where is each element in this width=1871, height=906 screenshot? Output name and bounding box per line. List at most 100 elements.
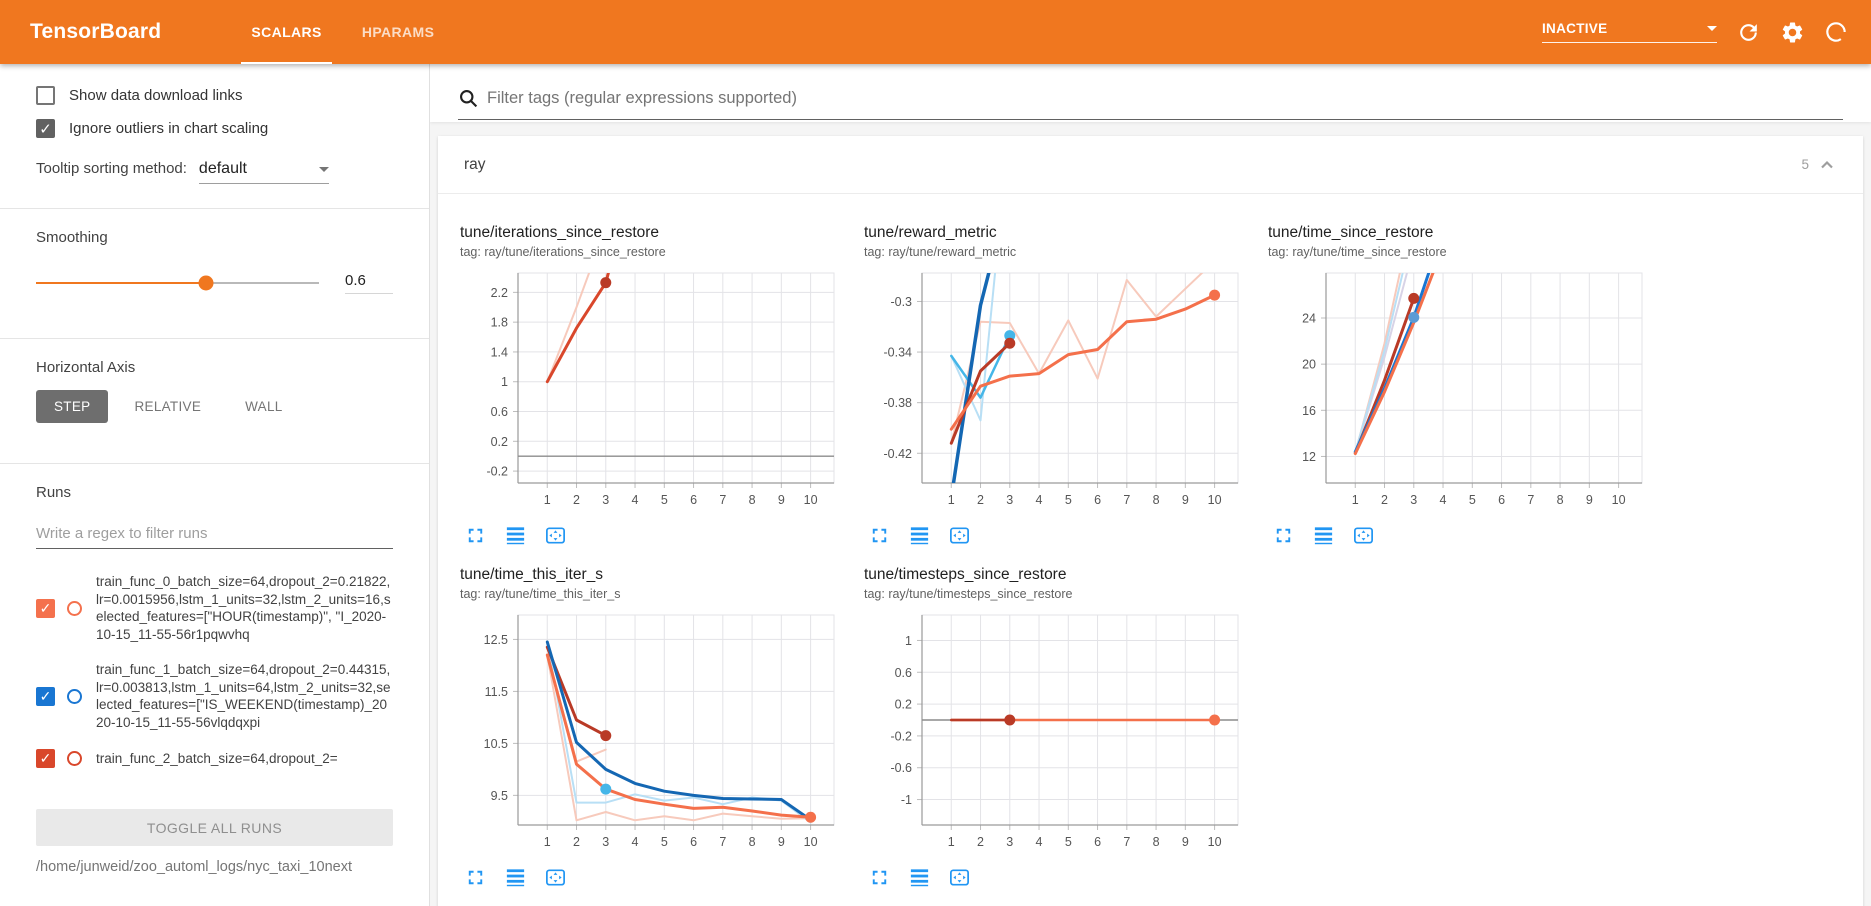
runs-list: ✓ train_func_0_batch_size=64,dropout_2=0.… [36,555,393,807]
svg-text:1: 1 [905,634,912,648]
svg-text:8: 8 [749,835,756,849]
chart-plot[interactable]: 1 2 3 4 5 6 7 8 9 10 -0.2 0.2 0.6 1 1.4 1.8 2.2 [460,267,842,515]
svg-text:-0.3: -0.3 [890,295,912,309]
expand-icon[interactable] [464,524,488,548]
svg-text:3: 3 [602,493,609,507]
tab-hparams[interactable]: HPARAMS [361,24,435,40]
chart-tag: tag: ray/tune/time_this_iter_s [460,587,621,601]
header-controls: INACTIVE [1542,19,1871,45]
log-directory-path: /home/junweid/zoo_automl_logs/nyc_taxi_1… [36,859,352,875]
run-solo-radio[interactable] [67,600,82,616]
run-checkbox[interactable]: ✓ [36,686,55,706]
svg-text:11.5: 11.5 [485,685,508,699]
chart-plot[interactable]: 1 2 3 4 5 6 7 8 9 10 9.5 10.5 11.5 12.5 [460,609,842,857]
svg-text:5: 5 [661,835,668,849]
run-list-item[interactable]: ✓ train_func_1_batch_size=64,dropout_2=0.… [36,661,393,731]
search-icon [458,88,479,109]
axis-relative-button[interactable]: RELATIVE [116,390,219,423]
svg-text:9: 9 [1586,493,1593,507]
run-name: train_func_0_batch_size=64,dropout_2=0.2… [96,574,391,642]
expand-icon[interactable] [464,866,488,890]
chart-card: tune/reward_metric tag: ray/tune/reward_m… [856,212,1260,554]
fit-domain-icon[interactable] [948,866,972,890]
log-scale-icon[interactable] [1312,524,1336,548]
svg-text:4: 4 [1440,493,1447,507]
tag-group-header[interactable]: ray 5 [438,136,1863,194]
run-list-item[interactable]: ✓ train_func_0_batch_size=64,dropout_2=0.… [36,573,393,643]
checkbox-label: Show data download links [69,87,243,104]
tab-scalars[interactable]: SCALARS [231,0,341,64]
toggle-all-runs-button[interactable]: TOGGLE ALL RUNS [36,809,393,846]
run-checkbox[interactable]: ✓ [36,598,55,618]
svg-text:10: 10 [804,835,818,849]
axis-step-button[interactable]: STEP [36,390,109,423]
svg-text:1.4: 1.4 [491,345,508,359]
slider-fill [36,282,206,284]
svg-text:9: 9 [1182,835,1189,849]
divider [0,463,429,464]
checkbox-icon[interactable]: ✓ [36,119,55,138]
log-scale-icon[interactable] [504,866,528,890]
show-download-links-checkbox[interactable]: Show data download links [36,86,393,105]
runs-filter-input[interactable] [36,519,393,549]
tag-group-card: ray 5 tune/iterations_since_restore tag: … [438,136,1863,906]
ignore-outliers-checkbox[interactable]: ✓ Ignore outliers in chart scaling [36,119,393,138]
tag-filter-bar [430,64,1871,122]
status-dropdown[interactable]: INACTIVE [1542,21,1717,43]
chart-plot[interactable]: 1 2 3 4 5 6 7 8 9 10 -1 -0.6 -0.2 0.2 0.6 1 [864,609,1246,857]
svg-text:24: 24 [1302,312,1316,326]
svg-text:2: 2 [977,493,984,507]
chevron-down-icon [318,166,329,172]
settings-gear-icon[interactable] [1779,19,1805,45]
axis-wall-button[interactable]: WALL [227,390,300,423]
app-title: TensorBoard [30,20,162,43]
fit-domain-icon[interactable] [948,524,972,548]
svg-text:10: 10 [804,493,818,507]
refresh-icon[interactable] [1735,19,1761,45]
fit-domain-icon[interactable] [544,524,568,548]
chart-toolbar [460,866,852,890]
tooltip-sorting-dropdown[interactable]: default [198,160,329,184]
fit-domain-icon[interactable] [544,866,568,890]
fit-domain-icon[interactable] [1352,524,1376,548]
run-list-item[interactable]: ✓ train_func_2_batch_size=64,dropout_2= [36,749,393,769]
log-scale-icon[interactable] [908,524,932,548]
svg-text:-1: -1 [901,793,912,807]
tag-group-count: 5 [1801,157,1809,172]
run-solo-radio[interactable] [67,688,82,704]
svg-text:2: 2 [573,493,580,507]
svg-text:-0.38: -0.38 [884,396,913,410]
log-scale-icon[interactable] [504,524,528,548]
chart-title: tune/time_since_restore [1268,224,1434,241]
log-scale-icon[interactable] [908,866,932,890]
svg-text:8: 8 [1153,493,1160,507]
smoothing-slider[interactable] [36,275,319,291]
svg-text:5: 5 [661,493,668,507]
smoothing-value: 0.6 [345,272,393,294]
runs-label: Runs [36,484,72,501]
svg-text:5: 5 [1065,493,1072,507]
main-area: ray 5 tune/iterations_since_restore tag: … [430,64,1871,906]
svg-text:7: 7 [1123,835,1130,849]
chevron-up-icon[interactable] [1817,155,1837,175]
charts-grid: tune/iterations_since_restore tag: ray/tu… [438,194,1863,906]
svg-text:0.2: 0.2 [895,698,912,712]
svg-text:3: 3 [1006,493,1013,507]
expand-icon[interactable] [868,524,892,548]
chart-plot[interactable]: 1 2 3 4 5 6 7 8 9 10 -0.3 -0.34 -0.38 -0.42 [864,267,1246,515]
chart-tag: tag: ray/tune/time_since_restore [1268,245,1447,259]
tag-filter-input[interactable] [487,89,1843,108]
app-header: TensorBoard SCALARS HPARAMS INACTIVE [0,0,1871,64]
expand-icon[interactable] [1272,524,1296,548]
run-checkbox[interactable]: ✓ [36,749,55,769]
slider-thumb[interactable] [198,275,214,291]
svg-text:1: 1 [948,835,955,849]
svg-text:10: 10 [1612,493,1626,507]
expand-icon[interactable] [868,866,892,890]
checkbox-icon[interactable] [36,86,55,105]
run-solo-radio[interactable] [67,751,82,767]
svg-text:-0.2: -0.2 [890,729,912,743]
chart-tag: tag: ray/tune/iterations_since_restore [460,245,666,259]
svg-text:6: 6 [690,493,697,507]
